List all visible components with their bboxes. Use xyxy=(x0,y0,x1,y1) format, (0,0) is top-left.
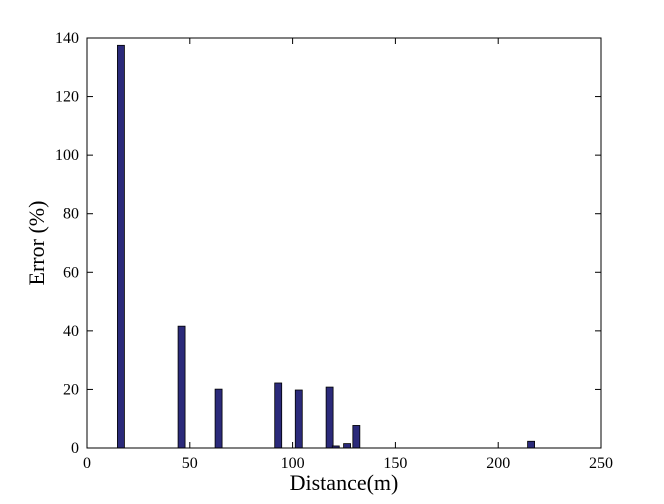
bar xyxy=(352,425,361,449)
bar xyxy=(214,388,223,449)
y-tick-label: 60 xyxy=(63,264,79,281)
y-tick-label: 0 xyxy=(71,440,79,457)
y-axis-title: Error (%) xyxy=(24,201,49,286)
x-tick-label: 0 xyxy=(83,455,91,472)
x-tick-label: 50 xyxy=(182,455,198,472)
bar xyxy=(117,44,125,449)
y-tick-label: 80 xyxy=(63,206,79,223)
y-tick-label: 20 xyxy=(63,381,79,398)
bar xyxy=(343,443,351,449)
y-tick-label: 140 xyxy=(55,30,79,47)
x-tick-label: 150 xyxy=(383,455,407,472)
bar xyxy=(294,389,303,449)
x-tick-label: 200 xyxy=(486,455,510,472)
bar xyxy=(325,386,334,449)
bar xyxy=(527,440,535,449)
x-tick-label: 100 xyxy=(281,455,305,472)
x-tick-label: 250 xyxy=(589,455,613,472)
x-axis-title: Distance(m) xyxy=(290,470,399,495)
plot-frame xyxy=(86,37,602,449)
y-tick-label: 40 xyxy=(63,323,79,340)
bar xyxy=(274,382,283,449)
bar xyxy=(177,325,186,449)
y-tick-label: 100 xyxy=(55,147,79,164)
y-tick-label: 120 xyxy=(55,89,79,106)
